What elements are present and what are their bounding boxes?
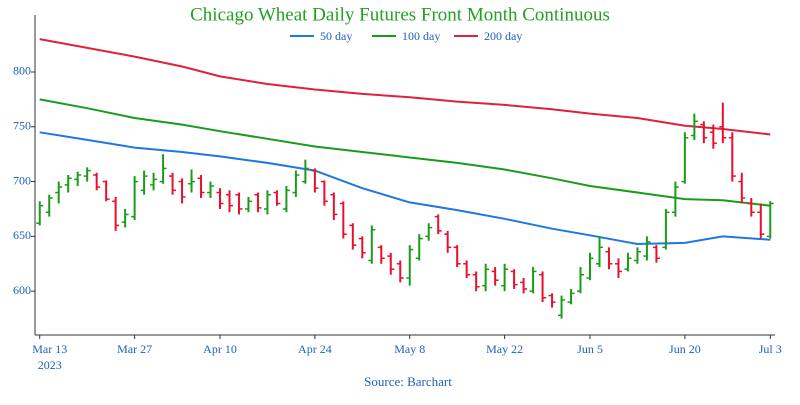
x-tick-label: Mar 13 bbox=[32, 342, 67, 356]
source-note: Source: Barchart bbox=[364, 374, 452, 389]
x-tick-label: May 22 bbox=[486, 342, 523, 356]
x-tick-label: Mar 27 bbox=[117, 342, 152, 356]
x-tick-label: Jun 5 bbox=[577, 342, 603, 356]
legend-label: 50 day bbox=[320, 29, 352, 43]
x-tick-label: Apr 10 bbox=[203, 342, 237, 356]
x-tick-label: May 8 bbox=[394, 342, 425, 356]
legend-label: 200 day bbox=[484, 29, 522, 43]
y-tick-label: 800 bbox=[13, 64, 31, 78]
ma-line bbox=[39, 38, 771, 136]
chart-title: Chicago Wheat Daily Futures Front Month … bbox=[190, 4, 610, 25]
y-tick-label: 750 bbox=[13, 119, 31, 133]
y-tick-label: 650 bbox=[13, 228, 31, 242]
ma-line bbox=[39, 131, 771, 246]
y-tick-label: 700 bbox=[13, 173, 31, 187]
y-tick-label: 600 bbox=[13, 283, 31, 297]
x-tick-label: Jul 3 bbox=[759, 342, 782, 356]
x-tick-label: Jun 20 bbox=[669, 342, 701, 356]
x-tick-label: Apr 24 bbox=[298, 342, 332, 356]
x-tick-year: 2023 bbox=[38, 358, 62, 372]
legend-label: 100 day bbox=[402, 29, 440, 43]
ma-line bbox=[39, 98, 771, 207]
